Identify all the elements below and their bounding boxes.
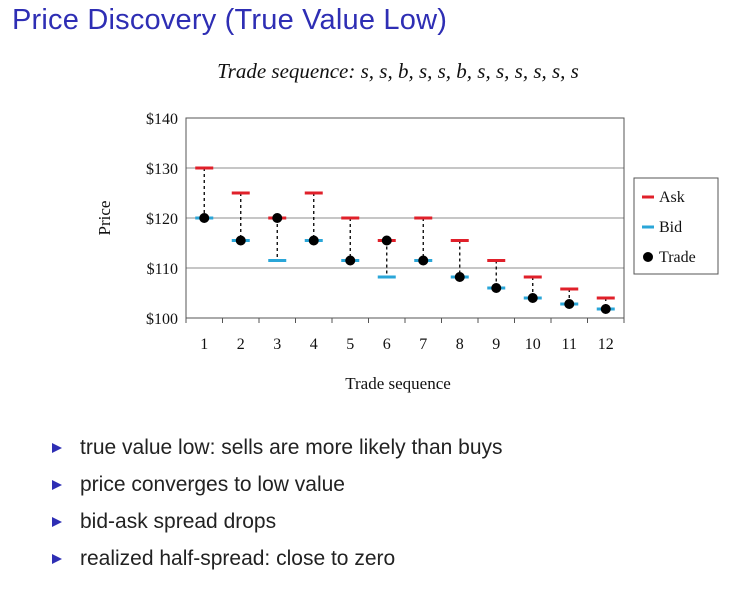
trade-marker [564, 299, 575, 309]
x-tick-label: 5 [346, 336, 354, 353]
y-tick-label: $120 [146, 211, 178, 228]
bullet-item: bid-ask spread drops [52, 508, 503, 545]
triangle-bullet-icon [52, 443, 62, 453]
x-tick-label: 4 [310, 336, 318, 353]
trade-marker [199, 213, 210, 223]
bullet-item: true value low: sells are more likely th… [52, 434, 503, 471]
x-tick-label: 11 [562, 336, 577, 353]
bullet-item: price converges to low value [52, 471, 503, 508]
triangle-bullet-icon [52, 480, 62, 490]
trade-marker [491, 283, 502, 293]
trade-marker [272, 213, 283, 223]
x-tick-label: 7 [419, 336, 427, 353]
x-axis-label: Trade sequence [345, 374, 451, 393]
legend-trade-label: Trade [659, 249, 696, 266]
triangle-bullet-icon [52, 517, 62, 527]
bullet-list: true value low: sells are more likely th… [52, 434, 503, 582]
trade-marker [418, 255, 429, 266]
x-tick-label: 9 [492, 336, 500, 353]
legend-trade-swatch [643, 252, 653, 262]
slide-title: Price Discovery (True Value Low) [12, 4, 448, 36]
trade-marker [308, 235, 319, 246]
trade-marker [454, 272, 465, 282]
y-tick-label: $100 [146, 311, 178, 328]
trade-marker [600, 304, 611, 314]
y-tick-label: $140 [146, 111, 178, 128]
triangle-bullet-icon [52, 554, 62, 564]
trade-marker [527, 293, 538, 303]
legend-bid-label: Bid [659, 219, 682, 236]
chart-title: Trade sequence: s, s, b, s, s, b, s, s, … [217, 59, 579, 83]
x-tick-label: 3 [273, 336, 281, 353]
trade-marker [345, 255, 356, 266]
y-axis-label: Price [95, 201, 114, 236]
bullet-text: bid-ask spread drops [80, 510, 277, 533]
x-tick-label: 2 [237, 336, 245, 353]
x-tick-label: 10 [525, 336, 541, 353]
x-tick-label: 12 [598, 336, 614, 353]
bullet-text: true value low: sells are more likely th… [80, 436, 503, 459]
x-tick-label: 8 [456, 336, 464, 353]
bullet-text: price converges to low value [80, 473, 345, 496]
x-tick-label: 6 [383, 336, 391, 353]
bullet-text: realized half-spread: close to zero [80, 547, 396, 570]
bullet-item: realized half-spread: close to zero [52, 545, 503, 582]
x-tick-label: 1 [200, 336, 208, 353]
price-discovery-chart: Trade sequence: s, s, b, s, s, b, s, s, … [95, 59, 719, 393]
y-tick-label: $130 [146, 161, 178, 178]
y-tick-label: $110 [147, 261, 178, 278]
legend-ask-label: Ask [659, 189, 685, 206]
trade-marker [235, 235, 246, 246]
trade-marker [381, 235, 392, 246]
